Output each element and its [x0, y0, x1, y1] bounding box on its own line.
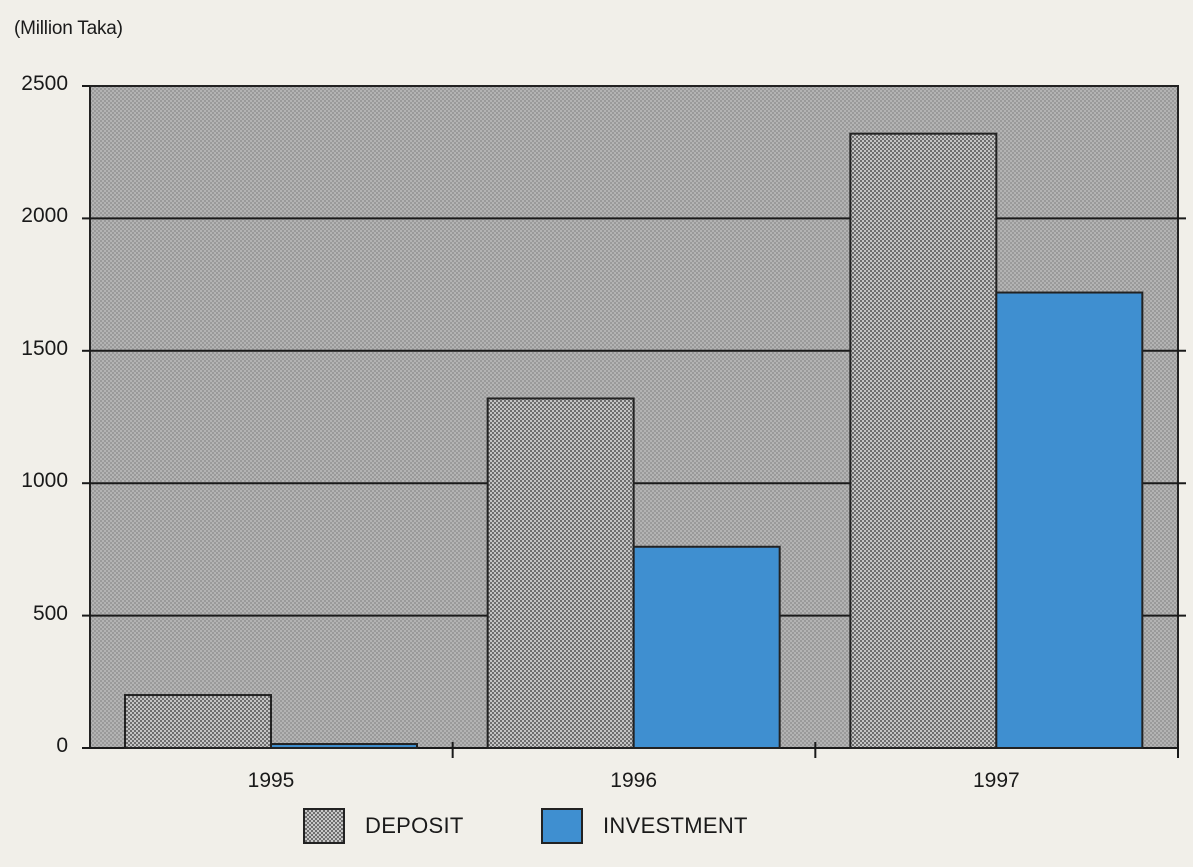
y-tick-label: 500 — [32, 601, 68, 625]
x-tick-label: 1996 — [610, 769, 658, 792]
x-tick-label: 1995 — [247, 769, 295, 792]
y-axis-unit-label: (Million Taka) — [14, 18, 123, 39]
legend-label-deposit: DEPOSIT — [365, 813, 464, 838]
x-tick-label: 1997 — [972, 769, 1020, 792]
bar-investment-1995 — [270, 743, 418, 750]
y-tick-label: 1500 — [21, 336, 68, 360]
bar-deposit-1995 — [124, 694, 272, 749]
bar-investment-1996 — [632, 545, 781, 750]
y-tick-label: 0 — [56, 734, 68, 757]
bar-investment-1997 — [995, 291, 1144, 749]
legend-swatch-investment — [541, 808, 583, 844]
legend-item-investment: INVESTMENT — [541, 808, 748, 844]
bar-deposit-1997 — [849, 132, 998, 749]
y-tick-label: 2000 — [21, 204, 68, 228]
bar-deposit-1996 — [486, 397, 635, 749]
legend-label-investment: INVESTMENT — [603, 813, 748, 838]
y-tick-label: 2500 — [21, 72, 68, 95]
legend-item-deposit: DEPOSIT — [303, 808, 464, 844]
legend-swatch-deposit — [303, 808, 345, 844]
y-tick-label: 1000 — [21, 469, 68, 493]
